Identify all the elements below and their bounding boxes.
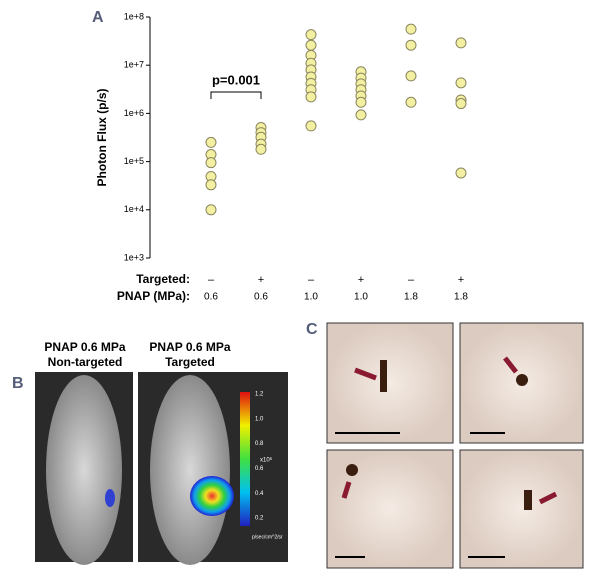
point	[405, 70, 417, 82]
x-tick-label: –	[208, 274, 215, 286]
x-tick-label: –	[308, 274, 315, 286]
y-tick-label: 1e+7	[124, 60, 144, 70]
point	[205, 204, 217, 216]
annotation: p=0.001	[212, 72, 260, 87]
point	[405, 96, 417, 108]
colorbar-tick-label: 1.0	[255, 416, 264, 422]
image-title: Non-targeted	[48, 355, 123, 369]
point	[305, 29, 317, 41]
micrograph	[459, 449, 584, 569]
point	[455, 98, 467, 110]
mouse	[46, 375, 122, 565]
image-title: PNAP 0.6 MPa	[149, 340, 230, 354]
x-tick-label: 1.8	[404, 292, 418, 303]
x-tick-label: +	[358, 274, 364, 286]
point	[405, 23, 417, 35]
point	[355, 109, 367, 121]
point	[205, 136, 217, 148]
point	[305, 39, 317, 51]
image-title: PNAP 0.6 MPa	[44, 340, 125, 354]
x-tick-label: 1.0	[304, 292, 318, 303]
significance-bracket	[210, 91, 262, 99]
x-tick-label: +	[458, 274, 464, 286]
y-tick-label: 1e+5	[124, 156, 144, 166]
colorbar-tick-label: 0.6	[255, 466, 264, 472]
panel-a: A Photon Flux (p/s) 1e+3 1e+4 1e+5 1e+6 1e+7 1e…	[92, 9, 468, 303]
colorbar-tick-label: 0.2	[255, 516, 264, 522]
signal	[190, 476, 234, 516]
panel-label: A	[92, 9, 104, 26]
y-tick-label: 1e+6	[124, 108, 144, 118]
y-tick-label: 1e+3	[124, 252, 144, 262]
colorbar-tick-label: 0.4	[255, 491, 264, 497]
point	[255, 143, 267, 155]
colorbar-scale: x10⁶	[260, 457, 273, 464]
point	[305, 120, 317, 132]
panel-label: C	[306, 321, 318, 338]
colorbar-tick-label: 1.2	[255, 392, 264, 398]
y-tick-label: 1e+4	[124, 204, 144, 214]
x-tick-label: 1.8	[454, 292, 468, 303]
micrograph	[459, 322, 584, 444]
point	[355, 96, 367, 108]
panel-b: B PNAP 0.6 MPa Non-targeted PNAP 0.6 MPa…	[12, 340, 288, 565]
colorbar-tick-label: 0.8	[255, 441, 264, 447]
mouse	[150, 375, 230, 565]
signal	[105, 489, 115, 507]
micrograph	[326, 322, 454, 444]
point	[405, 39, 417, 51]
point	[455, 77, 467, 89]
micrograph	[326, 449, 454, 569]
x-tick-label: 0.6	[254, 292, 268, 303]
image-title: Targeted	[165, 355, 215, 369]
point	[455, 37, 467, 49]
colorbar	[240, 392, 250, 526]
y-axis-label: Photon Flux (p/s)	[95, 89, 109, 187]
x-tick-label: 1.0	[354, 292, 368, 303]
y-tick-label: 1e+8	[124, 11, 144, 21]
point	[305, 91, 317, 103]
row-label: PNAP (MPa):	[117, 289, 190, 303]
point	[205, 157, 217, 169]
point	[455, 167, 467, 179]
row-label: Targeted:	[136, 272, 190, 286]
colorbar-unit: p/sec/cm^2/sr	[252, 534, 283, 540]
panel-label: B	[12, 375, 24, 392]
panel-c: C	[306, 321, 584, 569]
point	[205, 179, 217, 191]
x-tick-label: 0.6	[204, 292, 218, 303]
x-tick-label: +	[258, 274, 264, 286]
x-tick-label: –	[408, 274, 415, 286]
